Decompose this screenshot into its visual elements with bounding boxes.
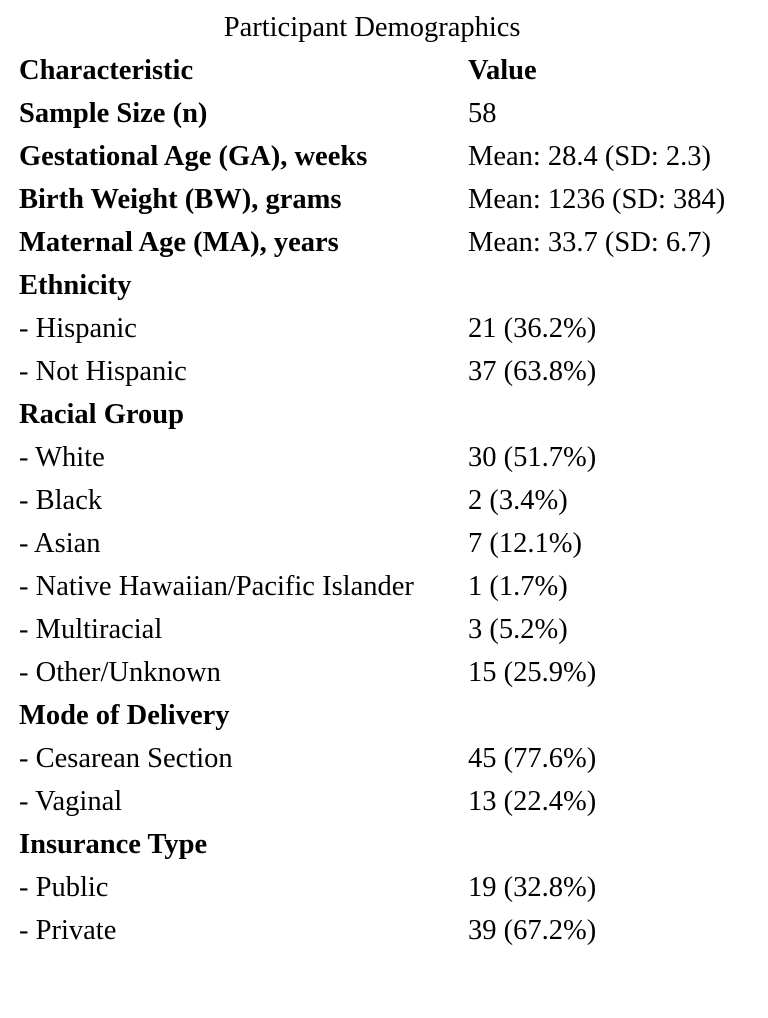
row-value: 1 (1.7%) (468, 571, 568, 602)
header-value: Value (468, 55, 537, 86)
row-heading-label: Birth Weight (BW), grams (19, 184, 342, 215)
row-sub-label: - Hispanic (19, 313, 137, 344)
row-sub-label: - Cesarean Section (19, 743, 233, 774)
row-value (467, 695, 726, 736)
table-row: - Other/Unknown 15 (25.9%) (18, 652, 726, 693)
row-value: Mean: 1236 (SD: 384) (468, 184, 726, 215)
header-row: Characteristic Value (18, 50, 726, 91)
row-value: Mean: 28.4 (SD: 2.3) (468, 141, 712, 172)
table-row: Gestational Age (GA), weeks Mean: 28.4 (S… (18, 136, 726, 177)
row-value: 7 (12.1%) (468, 528, 582, 559)
row-heading-label: Insurance Type (19, 829, 208, 860)
row-value (467, 394, 726, 435)
table-row: - Private 39 (67.2%) (18, 910, 726, 951)
row-value: Mean: 33.7 (SD: 6.7) (468, 227, 712, 258)
row-sub-label: - Public (19, 872, 109, 903)
table-row: Birth Weight (BW), grams Mean: 1236 (SD: … (18, 179, 726, 220)
table-row: - Public 19 (32.8%) (18, 867, 726, 908)
row-sub-label: - Private (19, 915, 117, 946)
row-value: 39 (67.2%) (468, 915, 597, 946)
table-row: Insurance Type (18, 824, 726, 865)
table-row: - Asian 7 (12.1%) (18, 523, 726, 564)
row-value: 15 (25.9%) (468, 657, 597, 688)
row-value: 2 (3.4%) (468, 485, 568, 516)
table-row: Racial Group (18, 394, 726, 435)
row-sub-label: - White (19, 442, 105, 473)
demographics-table: Participant Demographics Characteristic … (16, 8, 728, 953)
table-row: - White 30 (51.7%) (18, 437, 726, 478)
row-value: 30 (51.7%) (468, 442, 597, 473)
table-row: - Hispanic 21 (36.2%) (18, 308, 726, 349)
table-row: - Not Hispanic 37 (63.8%) (18, 351, 726, 392)
row-sub-label: - Vaginal (19, 786, 123, 817)
row-value: 13 (22.4%) (468, 786, 597, 817)
table-header: Characteristic Value (18, 50, 726, 91)
table-row: - Vaginal 13 (22.4%) (18, 781, 726, 822)
row-value: 3 (5.2%) (468, 614, 568, 645)
row-heading-label: Ethnicity (19, 270, 132, 301)
row-sub-label: - Multiracial (19, 614, 163, 645)
table-row: - Cesarean Section 45 (77.6%) (18, 738, 726, 779)
table-row: Ethnicity (18, 265, 726, 306)
row-sub-label: - Other/Unknown (19, 657, 221, 688)
row-heading-label: Racial Group (19, 399, 184, 430)
row-value (467, 265, 726, 306)
table-body: Sample Size (n) 58 Gestational Age (GA), w… (18, 93, 726, 951)
demographics-table-container: Participant Demographics Characteristic … (16, 8, 728, 953)
table-row: - Multiracial 3 (5.2%) (18, 609, 726, 650)
table-row: Sample Size (n) 58 (18, 93, 726, 134)
row-value: 19 (32.8%) (468, 872, 597, 903)
table-row: Mode of Delivery (18, 695, 726, 736)
row-value (467, 824, 726, 865)
table-caption: Participant Demographics (223, 12, 521, 43)
row-sub-label: - Native Hawaiian/Pacific Islander (19, 571, 414, 602)
row-heading-label: Gestational Age (GA), weeks (19, 141, 368, 172)
header-characteristic: Characteristic (19, 55, 194, 86)
row-heading-label: Mode of Delivery (19, 700, 230, 731)
row-sub-label: - Black (19, 485, 103, 516)
row-value: 45 (77.6%) (468, 743, 597, 774)
row-sub-label: - Not Hispanic (19, 356, 187, 387)
row-sub-label: - Asian (19, 528, 101, 559)
row-value: 21 (36.2%) (468, 313, 597, 344)
table-row: - Native Hawaiian/Pacific Islander 1 (1.7… (18, 566, 726, 607)
row-value: 58 (468, 98, 497, 129)
table-row: - Black 2 (3.4%) (18, 480, 726, 521)
row-heading-label: Sample Size (n) (19, 98, 208, 129)
row-heading-label: Maternal Age (MA), years (19, 227, 339, 258)
row-value: 37 (63.8%) (468, 356, 597, 387)
table-row: Maternal Age (MA), years Mean: 33.7 (SD: … (18, 222, 726, 263)
